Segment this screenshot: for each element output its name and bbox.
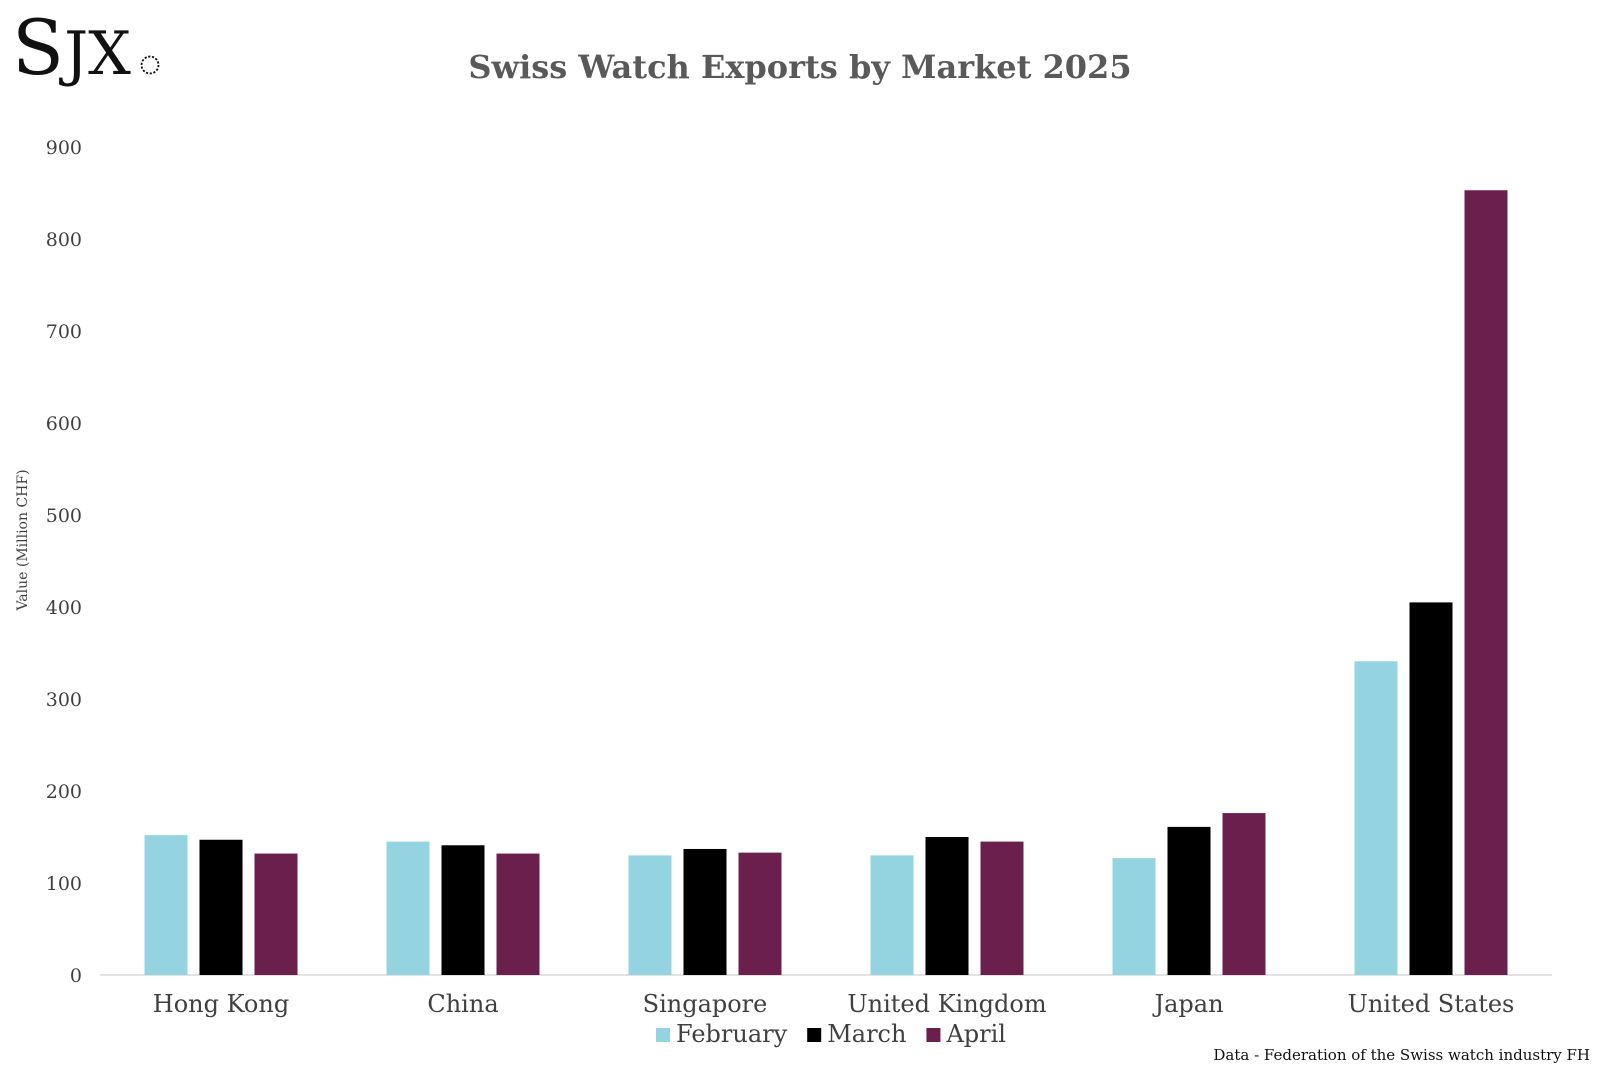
- legend-label: February: [676, 1020, 788, 1048]
- source-note: Data - Federation of the Swiss watch ind…: [1213, 1046, 1590, 1064]
- bar-april-singapore: [738, 852, 782, 975]
- y-tick-label: 100: [46, 873, 82, 895]
- bar-march-united-states: [1409, 602, 1453, 975]
- legend-item: April: [926, 1020, 1006, 1048]
- y-tick-label: 500: [46, 505, 82, 527]
- bar-march-japan: [1167, 826, 1211, 975]
- bar-march-united-kingdom: [925, 837, 969, 975]
- bar-april-china: [496, 853, 540, 975]
- x-category-label: Japan: [1151, 990, 1223, 1018]
- legend-label: April: [945, 1020, 1006, 1048]
- bar-april-united-kingdom: [980, 841, 1024, 975]
- bar-march-hong-kong: [199, 839, 243, 975]
- logo-text: SJX: [12, 3, 131, 92]
- bar-march-china: [441, 845, 485, 975]
- x-category-label: Singapore: [643, 990, 768, 1018]
- bar-february-china: [386, 841, 430, 975]
- bar-february-japan: [1112, 858, 1156, 975]
- y-tick-label: 800: [46, 229, 82, 251]
- legend-swatch: [807, 1028, 822, 1042]
- legend-swatch: [926, 1028, 941, 1042]
- bar-april-united-states: [1464, 190, 1508, 976]
- legend-item: February: [656, 1020, 788, 1048]
- bar-february-united-kingdom: [870, 855, 914, 975]
- y-tick-label: 400: [46, 597, 82, 619]
- x-category-label: Hong Kong: [153, 990, 289, 1018]
- legend: February March April: [656, 1020, 1006, 1048]
- logo: SJX: [12, 3, 160, 92]
- x-category-label: China: [427, 990, 498, 1018]
- category-labels: Hong Kong China Singapore United Kingdom Jap…: [153, 990, 1515, 1018]
- y-tick-label: 200: [46, 781, 82, 803]
- x-category-label: United States: [1348, 990, 1515, 1018]
- bar-march-singapore: [683, 848, 727, 975]
- y-tick-label: 900: [46, 137, 82, 159]
- y-tick-label: 0: [70, 965, 82, 987]
- bar-february-united-states: [1354, 661, 1398, 975]
- x-category-label: United Kingdom: [847, 990, 1046, 1018]
- chart-title: Swiss Watch Exports by Market 2025: [468, 48, 1131, 86]
- bar-february-hong-kong: [144, 835, 188, 975]
- y-tick-label: 300: [46, 689, 82, 711]
- legend-label: March: [827, 1020, 906, 1048]
- y-axis-label: Value (Million CHF): [15, 469, 31, 611]
- watch-crown-circle-icon: [140, 55, 160, 75]
- legend-swatch: [656, 1028, 671, 1042]
- bar-april-japan: [1222, 813, 1266, 975]
- legend-item: March: [807, 1020, 906, 1048]
- bars: [144, 190, 1508, 976]
- bar-february-singapore: [628, 855, 672, 975]
- y-axis-ticks: 0 100 200 300 400 500 600 700 800 900: [46, 137, 82, 987]
- bar-april-hong-kong: [254, 853, 298, 975]
- y-tick-label: 700: [46, 321, 82, 343]
- y-tick-label: 600: [46, 413, 82, 435]
